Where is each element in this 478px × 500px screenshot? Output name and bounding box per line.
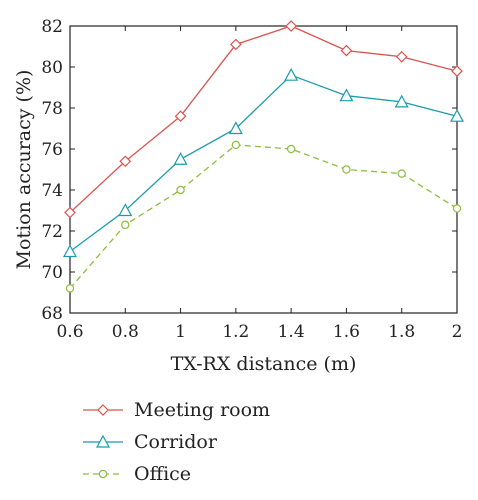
legend-marker xyxy=(98,469,108,479)
data-point xyxy=(284,67,299,81)
plot-frame xyxy=(69,25,458,314)
x-tick-label: 0.8 xyxy=(112,322,139,342)
y-tick-label: 82 xyxy=(41,17,63,37)
tick-labels: 0.6 0.8 1 1.2 1.4 1.6 1.8 2 68 70 72 74 76 78 80 82 xyxy=(41,17,462,342)
data-point xyxy=(449,108,465,122)
data-point xyxy=(176,185,185,195)
series-line xyxy=(69,25,458,214)
y-tick-label: 74 xyxy=(41,181,63,201)
legend-label: Meeting room xyxy=(134,399,270,421)
data-point xyxy=(174,110,187,123)
legend-label: Corridor xyxy=(134,431,218,453)
series-corridor xyxy=(62,67,465,258)
data-point xyxy=(342,165,351,174)
data-point xyxy=(173,151,188,165)
data-point xyxy=(452,204,462,213)
series-office xyxy=(65,140,462,293)
data-point xyxy=(231,140,241,150)
axes xyxy=(69,25,458,314)
x-tick-label: 2 xyxy=(452,322,463,342)
data-point xyxy=(394,94,409,108)
data-point xyxy=(340,44,353,57)
data-point xyxy=(119,155,132,168)
x-axis-label: TX-RX distance (m) xyxy=(171,353,357,375)
legend-item: Meeting room xyxy=(83,399,270,421)
data-point xyxy=(64,206,76,219)
data-point xyxy=(451,65,463,77)
plot-series xyxy=(62,20,465,293)
legend: Meeting room Corridor Office xyxy=(83,399,270,485)
data-point xyxy=(397,169,406,178)
data-point xyxy=(339,88,354,102)
y-axis-label: Motion accuracy (%) xyxy=(13,70,35,270)
data-point xyxy=(228,121,243,135)
data-point xyxy=(285,20,297,32)
legend-marker xyxy=(95,434,111,448)
x-tick-label: 1.4 xyxy=(278,322,305,342)
y-tick-label: 72 xyxy=(41,222,63,242)
x-tick-label: 1 xyxy=(175,322,186,342)
series-line xyxy=(69,74,458,253)
data-point xyxy=(62,244,78,258)
y-tick-label: 80 xyxy=(41,58,63,78)
data-point xyxy=(121,220,130,230)
data-point xyxy=(395,50,408,63)
data-point xyxy=(230,38,242,51)
series-line xyxy=(69,144,458,289)
x-tick-label: 0.6 xyxy=(56,322,83,342)
x-tick-label: 1.6 xyxy=(333,322,360,342)
series-meeting-room xyxy=(64,20,463,219)
data-point xyxy=(286,144,296,154)
data-point xyxy=(65,284,75,293)
legend-marker xyxy=(97,404,109,416)
y-tick-label: 78 xyxy=(41,99,63,119)
y-tick-label: 70 xyxy=(41,263,63,283)
legend-item: Corridor xyxy=(83,431,218,453)
data-point xyxy=(118,203,133,217)
legend-label: Office xyxy=(134,463,191,485)
legend-item: Office xyxy=(83,463,191,485)
x-tick-label: 1.2 xyxy=(222,322,249,342)
y-tick-label: 76 xyxy=(41,140,63,160)
x-tick-label: 1.8 xyxy=(388,322,415,342)
y-tick-label: 68 xyxy=(41,304,63,324)
